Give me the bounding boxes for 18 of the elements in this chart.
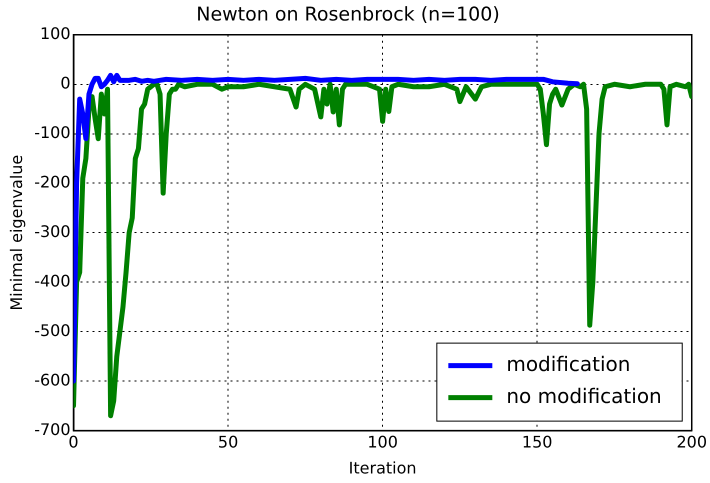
- y-tick-label: -200: [34, 172, 71, 192]
- legend-label: modification: [506, 352, 630, 376]
- x-tick-label: 50: [218, 432, 238, 452]
- y-tick-label: -500: [34, 320, 71, 340]
- y-tick-label: 0: [60, 73, 71, 92]
- y-tick-label: -300: [34, 222, 71, 241]
- x-axis-title: Iteration: [348, 458, 417, 478]
- y-tick-label: -100: [34, 122, 71, 142]
- y-tick-label: -600: [34, 370, 71, 390]
- x-tick-label: 200: [676, 432, 708, 452]
- chart-title: Newton on Rosenbrock (n=100): [196, 3, 500, 26]
- y-tick-label: -700: [34, 420, 71, 439]
- x-tick-label: 150: [522, 432, 552, 452]
- x-tick-label: 100: [367, 432, 398, 452]
- y-axis-title: Minimal eigenvalue: [6, 154, 26, 311]
- legend-label: no modification: [506, 384, 662, 408]
- y-tick-label: -400: [34, 271, 71, 290]
- y-tick-label: 100: [40, 24, 71, 43]
